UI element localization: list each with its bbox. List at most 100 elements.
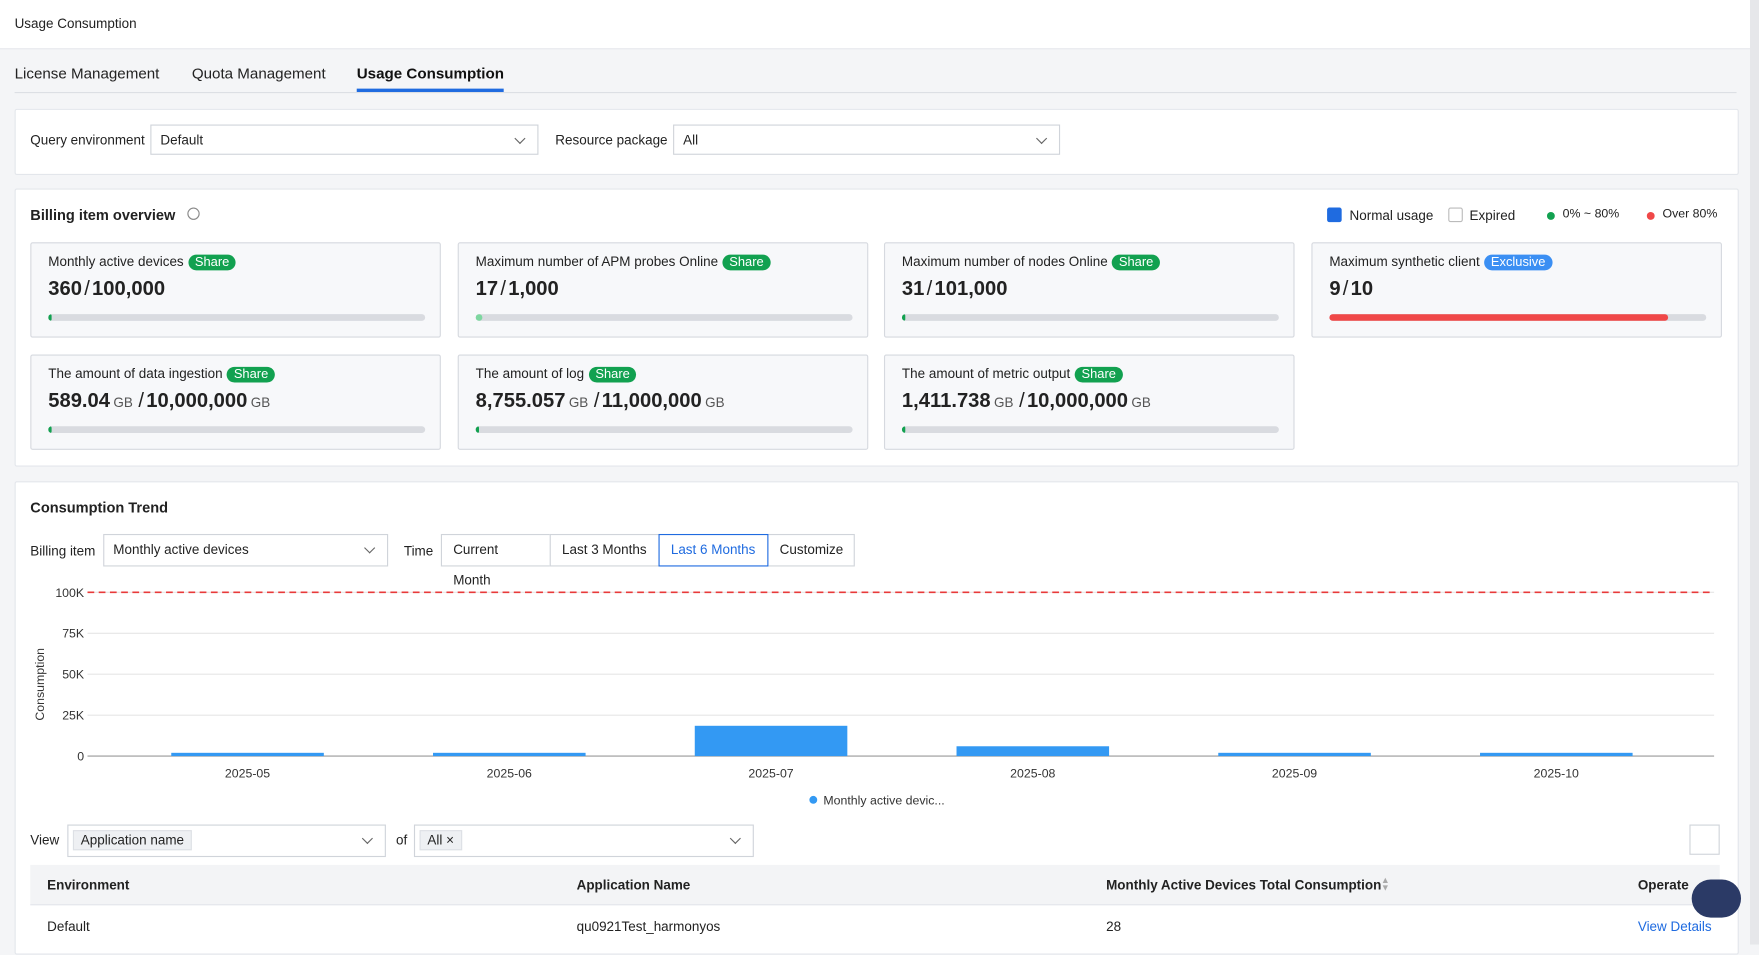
badge: Share	[1112, 255, 1160, 271]
bar	[433, 753, 586, 756]
time-button[interactable]: Customize	[767, 534, 855, 567]
legend-marker	[809, 796, 817, 804]
card-name: Maximum number of APM probes Online	[476, 254, 718, 270]
scrollbar[interactable]	[1750, 0, 1759, 945]
progress-fill	[476, 314, 482, 321]
time-button-active[interactable]: Last 6 Months	[658, 534, 768, 567]
label: Query environment	[30, 132, 144, 148]
y-tick-label: 100K	[55, 586, 85, 600]
label: of	[396, 832, 407, 848]
select[interactable]: All ×	[414, 825, 754, 858]
separator: /	[500, 277, 506, 299]
legend-dot	[1647, 212, 1655, 220]
card-value: 8,755.057GB/11,000,000GB	[476, 389, 728, 413]
tab[interactable]: License Management	[15, 65, 160, 82]
unit: GB	[705, 395, 724, 411]
card-value: 9/10	[1329, 277, 1373, 301]
header-bar	[0, 0, 1750, 49]
used: 8,755.057	[476, 389, 566, 411]
used: 31	[902, 277, 924, 299]
billing-card: Maximum number of nodes OnlineShare 31/10…	[884, 242, 1295, 337]
checkbox[interactable]	[1448, 208, 1463, 223]
select[interactable]: Default	[150, 125, 538, 155]
tab-divider	[15, 92, 1737, 93]
used: 589.04	[48, 389, 110, 411]
table-header	[30, 865, 1719, 905]
progress-fill	[1329, 314, 1668, 321]
select[interactable]: All	[673, 125, 1060, 155]
progress-track	[48, 314, 425, 321]
checkbox-checked[interactable]	[1327, 208, 1342, 223]
legend-label: Over 80%	[1663, 208, 1718, 221]
total: 10,000,000	[146, 389, 247, 411]
x-tick-label: 2025-05	[225, 766, 270, 780]
separator: /	[594, 389, 600, 411]
unit: GB	[569, 395, 588, 411]
unit: GB	[251, 395, 270, 411]
legend-label: Expired	[1470, 208, 1516, 224]
cell: Default	[47, 919, 90, 935]
legend-label: Normal usage	[1350, 208, 1434, 224]
card-name: Maximum number of nodes Online	[902, 254, 1108, 270]
x-tick-label: 2025-06	[487, 766, 532, 780]
chart: Consumption 025K50K75K100K2025-052025-06…	[0, 567, 1750, 819]
billing-card: Maximum synthetic clientExclusive 9/10	[1311, 242, 1722, 337]
used: 360	[48, 277, 82, 299]
legend-dot	[1547, 212, 1555, 220]
badge: Share	[188, 255, 236, 271]
tab-active[interactable]: Usage Consumption	[357, 65, 504, 92]
bar	[957, 746, 1110, 756]
card-name: The amount of log	[476, 366, 585, 382]
billing-card: Monthly active devicesShare360/100,000	[30, 242, 441, 337]
download-button[interactable]	[1689, 825, 1719, 855]
card-value: 17/1,000	[476, 277, 559, 301]
column-header: Monthly Active Devices Total Consumption	[1106, 877, 1381, 893]
progress-track	[476, 314, 853, 321]
badge: Share	[589, 367, 637, 383]
card-heading: The amount of logShare	[476, 366, 637, 382]
card-heading: Maximum synthetic clientExclusive	[1329, 254, 1552, 270]
progress-fill	[476, 426, 479, 433]
progress-track	[902, 314, 1279, 321]
used: 9	[1329, 277, 1340, 299]
billing-card: The amount of logShare8,755.057GB/11,000…	[458, 354, 869, 449]
card-name: The amount of metric output	[902, 366, 1070, 382]
tag-text: All	[427, 832, 442, 848]
total: 101,000	[935, 277, 1008, 299]
total: 11,000,000	[602, 389, 702, 411]
tag: Application name	[73, 830, 192, 850]
link[interactable]: View Details	[1638, 919, 1712, 935]
section-title: Billing item overview	[30, 206, 175, 223]
progress-fill	[902, 426, 905, 433]
separator: /	[927, 277, 933, 299]
x-tick-label: 2025-09	[1272, 766, 1317, 780]
tab[interactable]: Quota Management	[192, 65, 326, 82]
y-tick-label: 50K	[62, 668, 85, 682]
cell: 28	[1106, 919, 1121, 935]
unit: GB	[994, 395, 1013, 411]
assistant-robot[interactable]	[1692, 879, 1741, 917]
progress-fill	[902, 314, 905, 321]
time-button[interactable]: Last 3 Months	[550, 534, 660, 567]
bar	[695, 726, 848, 756]
tag: All ×	[420, 830, 462, 850]
time-button[interactable]: Current Month	[441, 534, 551, 567]
info-icon[interactable]	[187, 208, 199, 220]
y-tick-label: 0	[77, 750, 84, 764]
used: 1,411.738	[902, 389, 991, 411]
section-title: Consumption Trend	[30, 499, 168, 516]
badge: Share	[723, 255, 771, 271]
progress-track	[1329, 314, 1706, 321]
select[interactable]: Monthly active devices	[103, 534, 388, 567]
column-header: Operate	[1638, 877, 1689, 893]
billing-card: Maximum number of APM probes Online Share…	[458, 242, 869, 337]
cell: qu0921Test_harmonyos	[577, 919, 721, 935]
billing-card: The amount of metric outputShare1,411.73…	[884, 354, 1295, 449]
x-tick-label: 2025-10	[1534, 766, 1579, 780]
badge: Share	[227, 367, 275, 383]
label: Resource package	[555, 132, 667, 148]
total: 10	[1351, 277, 1373, 299]
select[interactable]: Application name	[67, 825, 386, 858]
y-tick-label: 25K	[62, 709, 85, 723]
separator: /	[1343, 277, 1349, 299]
